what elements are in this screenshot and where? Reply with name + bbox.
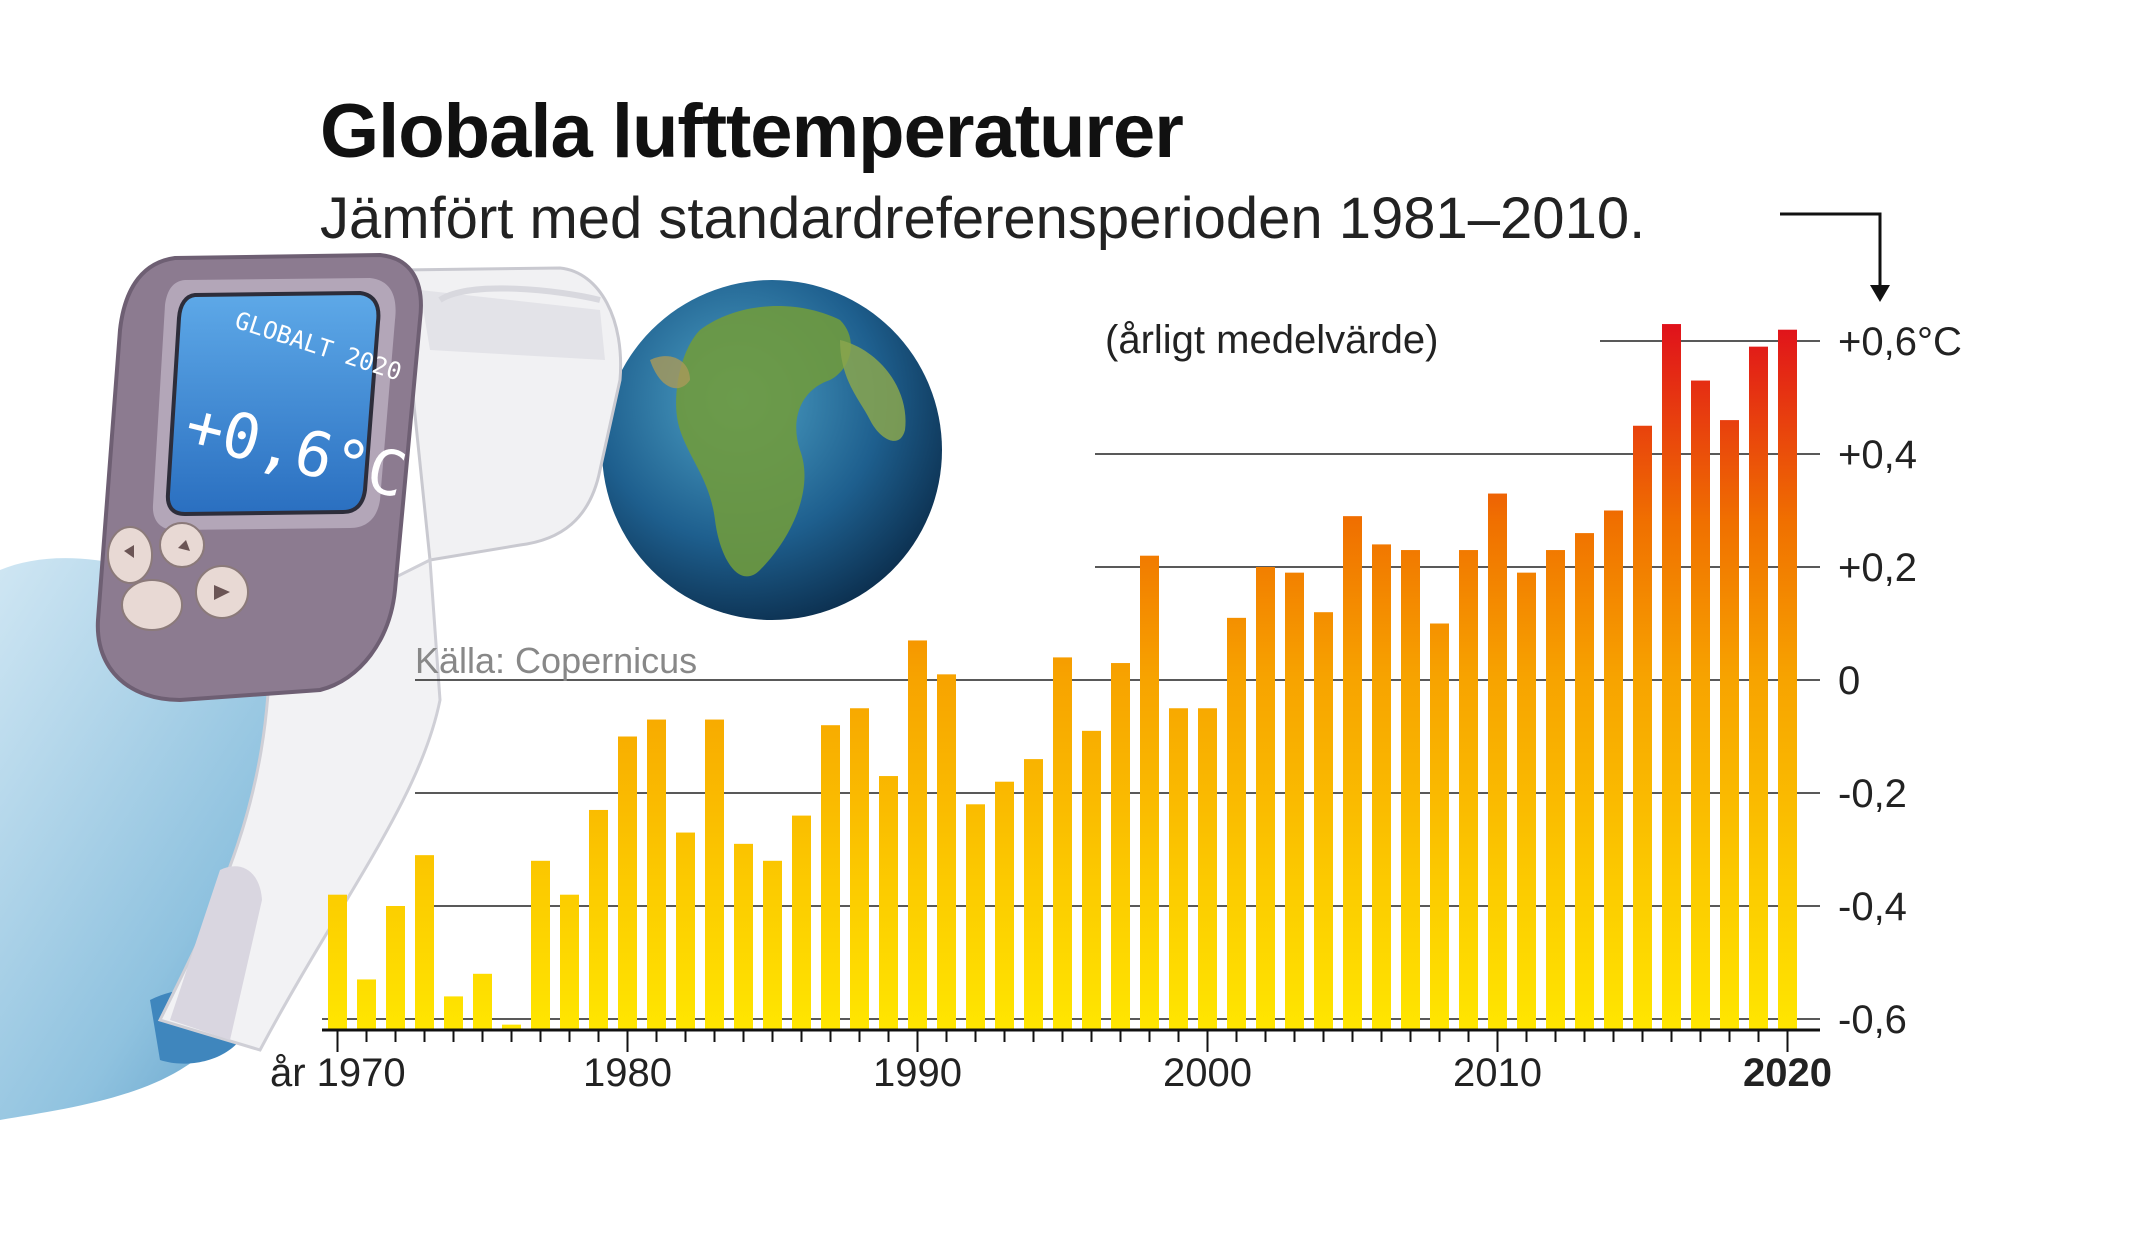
x-tick-label: 2000 [1163,1051,1252,1095]
bar-2000 [1198,708,1217,1030]
y-tick-label: -0,4 [1838,885,1907,929]
reference-arrow [1780,212,1882,292]
bar-1982 [676,832,695,1030]
bar-2007 [1401,550,1420,1030]
y-tick-label: +0,4 [1838,433,1917,477]
bar-1976 [502,1024,521,1030]
chart-title: Globala lufttemperaturer [320,89,1184,174]
bar-2020 [1778,329,1797,1030]
bar-1992 [966,804,985,1030]
bar-2017 [1691,380,1710,1030]
bar-2013 [1575,533,1594,1030]
bar-2009 [1459,550,1478,1030]
bar-1993 [995,781,1014,1030]
y-axis-labels: +0,6°C +0,4 +0,2 0 -0,2 -0,4 -0,6 [1838,320,1962,1042]
bar-1990 [908,640,927,1030]
bar-1996 [1082,730,1101,1030]
x-tick-label: 2010 [1453,1051,1542,1095]
bar-2002 [1256,567,1275,1030]
bar-1989 [879,776,898,1030]
bars-group [328,324,1797,1031]
bar-1983 [705,719,724,1030]
x-axis: år 1970 1980 1990 2000 2010 2020 [270,1028,1832,1095]
bar-1995 [1053,657,1072,1030]
bar-1994 [1024,759,1043,1030]
bar-1991 [937,674,956,1030]
chart-subtitle: Jämfört med standardreferensperioden 198… [320,186,1646,251]
source-label: Källa: Copernicus [415,640,698,681]
bar-1978 [560,894,579,1030]
bar-2004 [1314,612,1333,1030]
bar-1973 [415,855,434,1030]
bar-1975 [473,973,492,1030]
x-tick-label: 1980 [583,1051,672,1095]
y-tick-label: +0,2 [1838,546,1917,590]
bar-2016 [1662,324,1681,1030]
bar-2010 [1488,493,1507,1030]
y-tick-label: -0,2 [1838,772,1907,816]
bar-2018 [1720,420,1739,1031]
reference-arrowhead [1870,285,1890,302]
y-tick-label: +0,6°C [1838,320,1962,364]
bar-2006 [1372,544,1391,1030]
bar-1985 [763,860,782,1030]
thermometer-button-bottom [121,579,183,631]
bar-1977 [531,860,550,1030]
y-tick-label: -0,6 [1838,998,1907,1042]
bar-1971 [357,979,376,1030]
unit-note: (årligt medelvärde) [1105,318,1439,362]
bar-2012 [1546,550,1565,1030]
bar-1997 [1111,663,1130,1030]
bar-1999 [1169,708,1188,1030]
bar-2014 [1604,510,1623,1030]
bar-1981 [647,719,666,1030]
bar-2019 [1749,346,1768,1030]
x-tick-label: 2020 [1743,1051,1832,1095]
bar-1974 [444,996,463,1030]
bar-2015 [1633,425,1652,1030]
x-tick-label: 1990 [873,1051,962,1095]
earth-illustration [602,280,942,620]
y-tick-label: 0 [1838,659,1860,703]
bar-2001 [1227,617,1246,1030]
bar-1984 [734,843,753,1030]
x-tick-label: år 1970 [270,1051,406,1095]
bar-2008 [1430,623,1449,1030]
bar-1972 [386,906,405,1030]
bar-1980 [618,736,637,1030]
thermometer-gun: GLOBALT 2020 +0,6°C [95,252,623,1052]
bar-2011 [1517,572,1536,1030]
bar-1987 [821,725,840,1030]
bar-1970 [328,894,347,1030]
bar-1986 [792,815,811,1030]
bar-1998 [1140,555,1159,1030]
bar-1988 [850,708,869,1030]
bar-1979 [589,809,608,1030]
bar-2003 [1285,572,1304,1030]
bar-2005 [1343,516,1362,1030]
